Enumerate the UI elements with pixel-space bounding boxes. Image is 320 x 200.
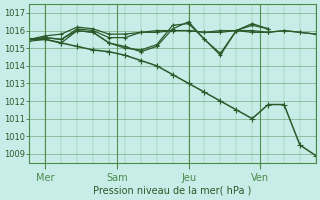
X-axis label: Pression niveau de la mer( hPa ): Pression niveau de la mer( hPa ) bbox=[93, 186, 252, 196]
